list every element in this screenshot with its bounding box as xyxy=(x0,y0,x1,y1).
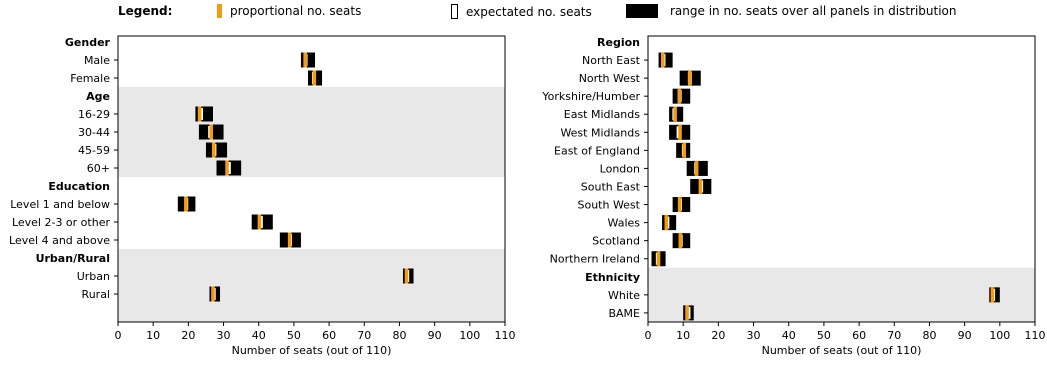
proportional-marker-female xyxy=(312,70,317,86)
proportional-marker-south-west xyxy=(677,197,682,213)
y-tick-label-60: 60+ xyxy=(87,162,110,175)
legend-swatch-expected xyxy=(451,4,458,19)
group-label-ethnicity: Ethnicity xyxy=(585,271,640,284)
x-tick-label-90: 90 xyxy=(958,329,972,342)
x-axis-label: Number of seats (out of 110) xyxy=(762,344,922,357)
x-tick-label-40: 40 xyxy=(252,329,266,342)
legend-item-range: range in no. seats over all panels in di… xyxy=(626,4,957,18)
proportional-marker-urban xyxy=(404,268,409,284)
x-tick-label-0: 0 xyxy=(115,329,122,342)
y-tick-label-west-midlands: West Midlands xyxy=(560,126,640,139)
legend-item-proportional: proportional no. seats xyxy=(217,4,361,18)
y-tick-label-level-2-3-or-other: Level 2-3 or other xyxy=(12,216,111,229)
x-tick-label-90: 90 xyxy=(428,329,442,342)
y-tick-label-30-44: 30-44 xyxy=(78,126,110,139)
proportional-marker-south-east xyxy=(698,178,703,194)
y-tick-label-wales: Wales xyxy=(608,217,641,230)
proportional-marker-east-midlands xyxy=(673,106,677,122)
y-tick-label-level-4-and-above: Level 4 and above xyxy=(9,234,110,247)
x-tick-label-30: 30 xyxy=(747,329,761,342)
y-tick-label-level-1-and-below: Level 1 and below xyxy=(10,198,110,211)
x-tick-label-20: 20 xyxy=(711,329,725,342)
legend-swatch-range xyxy=(626,4,658,18)
proportional-marker-north-east xyxy=(660,52,665,68)
x-tick-label-110: 110 xyxy=(1025,329,1046,342)
y-tick-label-16-29: 16-29 xyxy=(78,108,110,121)
y-tick-label-south-east: South East xyxy=(581,180,641,193)
y-tick-label-scotland: Scotland xyxy=(592,235,640,248)
legend-title: Legend: xyxy=(118,4,173,18)
x-axis-label: Number of seats (out of 110) xyxy=(232,344,392,357)
legend-label-range: range in no. seats over all panels in di… xyxy=(670,4,957,18)
proportional-marker-northern-ireland xyxy=(656,251,661,267)
x-tick-label-60: 60 xyxy=(322,329,336,342)
proportional-marker-rural xyxy=(211,286,215,302)
proportional-marker-60 xyxy=(225,160,229,176)
plot-frame-1 xyxy=(117,35,506,323)
proportional-marker-bame xyxy=(685,305,689,321)
proportional-marker-west-midlands xyxy=(678,124,682,140)
proportional-marker-london xyxy=(694,160,699,176)
x-tick-label-80: 80 xyxy=(922,329,936,342)
proportional-marker-north-west xyxy=(688,70,692,86)
proportional-marker-east-of-england xyxy=(682,142,687,158)
x-tick-label-100: 100 xyxy=(989,329,1010,342)
y-tick-label-bame: BAME xyxy=(608,307,640,320)
legend-item-expected: expectated no. seats xyxy=(451,4,592,19)
proportional-marker-wales xyxy=(664,215,669,231)
x-tick-label-30: 30 xyxy=(217,329,231,342)
x-tick-label-20: 20 xyxy=(181,329,195,342)
proportional-marker-16-29 xyxy=(197,106,202,122)
x-tick-label-10: 10 xyxy=(676,329,690,342)
y-tick-label-north-east: North East xyxy=(582,54,641,67)
y-tick-label-rural: Rural xyxy=(82,288,110,301)
x-tick-label-70: 70 xyxy=(357,329,371,342)
group-label-region: Region xyxy=(597,36,640,49)
y-tick-label-south-west: South West xyxy=(577,199,640,212)
proportional-marker-level-2-3-or-other xyxy=(257,214,262,230)
y-tick-label-north-west: North West xyxy=(579,72,641,85)
y-tick-label-female: Female xyxy=(70,72,110,85)
shade-band-urban-rural xyxy=(118,249,505,322)
proportional-marker-45-59 xyxy=(211,142,216,158)
x-tick-label-100: 100 xyxy=(459,329,480,342)
x-tick-label-40: 40 xyxy=(782,329,796,342)
x-tick-label-50: 50 xyxy=(287,329,301,342)
plot-frame-2 xyxy=(647,35,1036,323)
legend-swatch-proportional xyxy=(217,4,222,18)
y-tick-label-urban: Urban xyxy=(77,270,110,283)
proportional-marker-level-4-and-above xyxy=(287,232,292,248)
y-tick-label-male: Male xyxy=(84,54,110,67)
y-tick-label-white: White xyxy=(608,289,640,302)
shade-band-age xyxy=(118,87,505,177)
x-tick-label-50: 50 xyxy=(817,329,831,342)
group-label-urban-rural: Urban/Rural xyxy=(36,252,110,265)
y-tick-label-yorkshire-humber: Yorkshire/Humber xyxy=(541,90,640,103)
proportional-marker-yorkshire-humber xyxy=(677,88,682,104)
y-tick-label-east-midlands: East Midlands xyxy=(564,108,641,121)
proportional-marker-white xyxy=(990,287,995,303)
y-tick-label-east-of-england: East of England xyxy=(554,144,640,157)
proportional-marker-level-1-and-below xyxy=(184,196,188,212)
x-tick-label-10: 10 xyxy=(146,329,160,342)
x-tick-label-0: 0 xyxy=(645,329,652,342)
x-tick-label-60: 60 xyxy=(852,329,866,342)
group-label-education: Education xyxy=(48,180,110,193)
proportional-marker-scotland xyxy=(678,233,683,249)
legend-label-expected: expectated no. seats xyxy=(466,4,592,19)
shade-band-ethnicity xyxy=(648,267,1035,322)
group-label-gender: Gender xyxy=(65,36,111,49)
x-tick-label-70: 70 xyxy=(887,329,901,342)
proportional-marker-30-44 xyxy=(209,124,214,140)
legend-label-proportional: proportional no. seats xyxy=(230,4,362,18)
x-tick-label-110: 110 xyxy=(495,329,516,342)
x-tick-label-80: 80 xyxy=(392,329,406,342)
y-tick-label-45-59: 45-59 xyxy=(78,144,110,157)
group-label-age: Age xyxy=(86,90,110,103)
proportional-marker-male xyxy=(303,52,307,68)
y-tick-label-london: London xyxy=(600,162,640,175)
y-tick-label-northern-ireland: Northern Ireland xyxy=(550,253,640,266)
chart-legend: Legend: proportional no. seats expectate… xyxy=(0,0,1047,24)
